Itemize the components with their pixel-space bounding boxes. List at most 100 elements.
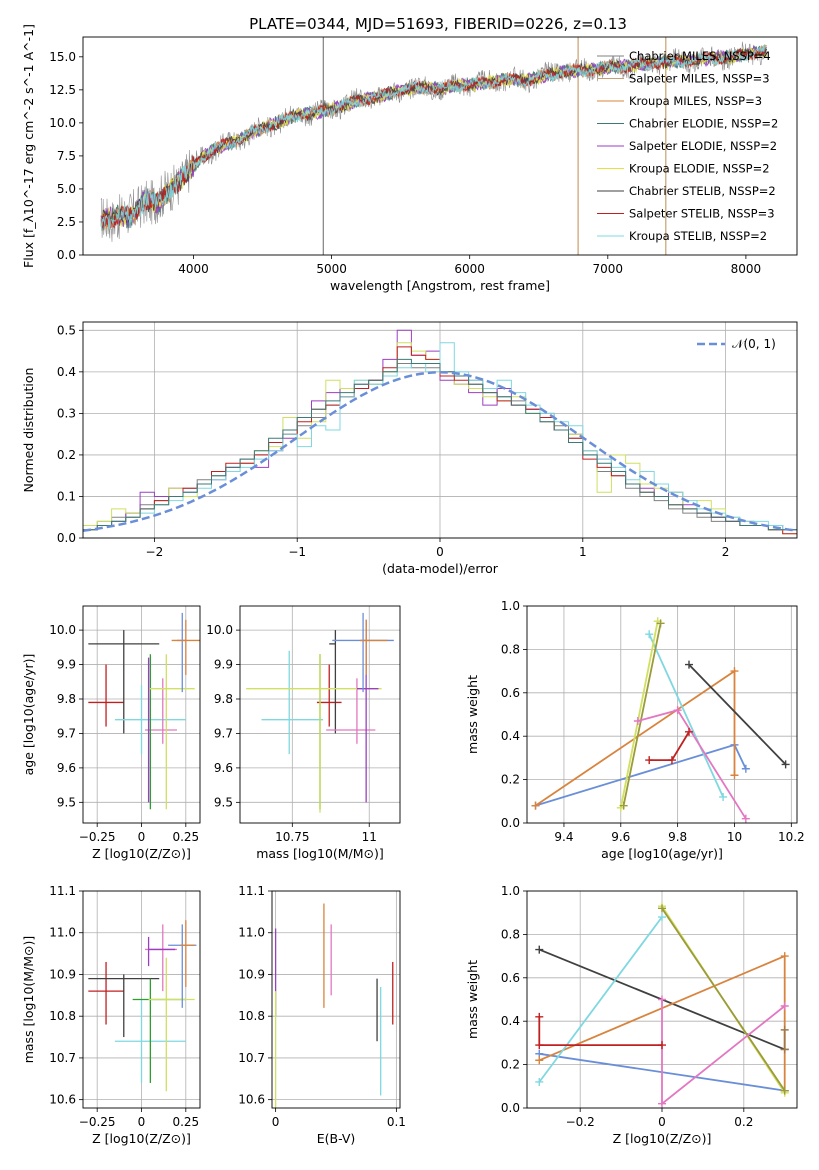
weight-series-marker (619, 801, 628, 810)
legend-label: Salpeter STELIB, NSSP=3 (629, 207, 775, 221)
x-tick-label: 0.25 (172, 830, 199, 844)
weight-series-marker (656, 619, 665, 628)
x-axis-label: E(B-V) (317, 1131, 356, 1146)
y-tick-label: 0.2 (501, 1058, 520, 1072)
x-tick-label: 0 (658, 1115, 666, 1129)
legend-label: Salpeter ELODIE, NSSP=2 (629, 139, 777, 153)
x-tick-label: 0 (138, 1115, 146, 1129)
y-tick-label: 15.0 (49, 50, 76, 64)
EBV-vs-mass-panel: 0 0.1 10.6 10.7 10.8 10.9 11.0 11.1 E(B-V) (238, 884, 406, 1146)
legend-label: Salpeter MILES, NSSP=3 (629, 72, 770, 86)
x-axis-label: Z [log10(Z/Z⊙)] (92, 846, 191, 861)
y-tick-label: 10.0 (206, 623, 233, 637)
weight-series-marker (645, 756, 654, 765)
y-tick-label: 9.8 (214, 692, 233, 706)
x-tick-label: 4000 (178, 262, 209, 276)
x-tick-label: 5000 (316, 262, 347, 276)
age-vs-weight-frame (526, 605, 798, 824)
Z-vs-weight-panel: −0.2 0 0.2 0.0 0.2 0.4 0.6 0.8 1.0 Z [log10(Z/Z⊙)… (465, 884, 798, 1146)
y-tick-label: 0.6 (501, 971, 520, 985)
residuals-frame (82, 321, 798, 539)
x-axis-label: (data-model)/error (382, 561, 499, 576)
y-axis-label: mass weight (465, 960, 480, 1039)
x-tick-label: 2 (722, 545, 730, 559)
x-axis-label: age [log10(age/yr)] (601, 846, 723, 861)
residuals-panel: −2 −1 0 1 2 0.0 0.1 0.2 0.3 0.4 0.5 (data-model)/er… (21, 321, 798, 576)
y-tick-label: 2.5 (57, 215, 76, 229)
y-tick-label: 0.6 (501, 686, 520, 700)
x-tick-label: 0 (138, 830, 146, 844)
x-tick-label: 0.2 (734, 1115, 753, 1129)
gaussian-curve (83, 371, 797, 532)
x-tick-label: 10 (727, 830, 742, 844)
y-tick-label: 10.7 (49, 1051, 76, 1065)
y-tick-label: 11.1 (238, 884, 265, 898)
age-vs-weight-panel: 9.4 9.6 9.8 10 10.2 0.0 0.2 0.4 0.6 0.8 1.0 age [lo… (465, 599, 805, 861)
spectrum-plot-area (100, 37, 767, 255)
y-tick-label: 10.6 (238, 1093, 265, 1107)
y-tick-label: 10.9 (238, 967, 265, 981)
weight-series-marker (781, 760, 790, 769)
Z-vs-weight-plot-area (535, 902, 789, 1108)
y-tick-label: 0.8 (501, 642, 520, 656)
y-tick-label: 10.8 (238, 1009, 265, 1023)
weight-series-marker (673, 706, 682, 715)
y-tick-label: 11.0 (49, 926, 76, 940)
y-tick-label: 10.0 (49, 116, 76, 130)
residuals-plot-area (83, 329, 797, 535)
x-tick-label: 9.6 (611, 830, 630, 844)
weight-series-marker (658, 995, 666, 1004)
weight-series-line (619, 621, 659, 808)
x-tick-label: 0 (436, 545, 444, 559)
y-tick-label: 10.7 (238, 1051, 265, 1065)
x-tick-label: −0.25 (79, 1115, 116, 1129)
weight-series-marker (780, 952, 789, 961)
y-tick-label: 11.0 (238, 926, 265, 940)
weight-series-marker (730, 667, 739, 676)
age-vs-weight-plot-area (531, 617, 790, 823)
x-tick-label: −0.2 (566, 1115, 595, 1129)
figure-title: PLATE=0344, MJD=51693, FIBERID=0226, z=0… (249, 15, 627, 33)
y-tick-label: 10.6 (49, 1093, 76, 1107)
y-tick-label: 12.5 (49, 83, 76, 97)
mass-vs-age-frame (239, 605, 401, 824)
weight-series-line (538, 916, 663, 1083)
weight-series-marker (667, 756, 676, 765)
mass-vs-age-plot-area (246, 612, 394, 813)
y-axis-label: mass weight (465, 675, 480, 754)
y-tick-label: 0.4 (501, 1014, 520, 1028)
x-tick-label: 0 (272, 1115, 280, 1129)
x-axis-label: Z [log10(Z/Z⊙)] (92, 1131, 191, 1146)
weight-series-marker (633, 717, 642, 726)
histogram-step-line (83, 358, 797, 531)
charts-container: 4000 5000 6000 7000 80000.02.55.07.510.012.5… (21, 24, 805, 1146)
weight-series-line (622, 623, 662, 806)
weight-series-marker (780, 1002, 789, 1011)
y-tick-label: 1.0 (501, 599, 520, 613)
y-tick-label: 10.0 (49, 623, 76, 637)
y-axis-label: age [log10(age/yr)] (21, 654, 36, 776)
x-tick-label: 1 (579, 545, 587, 559)
Z-vs-mass-frame (82, 890, 201, 1109)
weight-series-marker (658, 1099, 666, 1108)
y-tick-label: 0.1 (57, 489, 76, 503)
legend-label: Chabrier STELIB, NSSP=2 (629, 184, 776, 198)
weight-series-marker (780, 1045, 789, 1054)
weight-series-marker (741, 764, 750, 773)
x-tick-label: −1 (288, 545, 306, 559)
Z-vs-age-plot-area (88, 612, 200, 810)
legend-label: 𝒩(0, 1) (732, 337, 776, 351)
weight-series-marker (531, 801, 540, 810)
mass-vs-age-panel: 10.75 11 9.5 9.6 9.7 9.8 9.9 10.0 mass [log10(M/… (206, 605, 401, 861)
y-tick-label: 10.8 (49, 1009, 76, 1023)
legend-label: Chabrier MILES, NSSP=4 (629, 49, 771, 63)
y-tick-label: 9.7 (57, 726, 76, 740)
x-tick-label: 0.1 (387, 1115, 406, 1129)
y-tick-label: 0.2 (501, 773, 520, 787)
x-tick-label: 11 (362, 830, 377, 844)
weight-series-marker (685, 727, 693, 736)
weight-series-marker (730, 771, 739, 780)
legend-label: Kroupa ELODIE, NSSP=2 (629, 162, 770, 176)
y-tick-label: 10.9 (49, 967, 76, 981)
y-tick-label: 0.0 (57, 248, 76, 262)
